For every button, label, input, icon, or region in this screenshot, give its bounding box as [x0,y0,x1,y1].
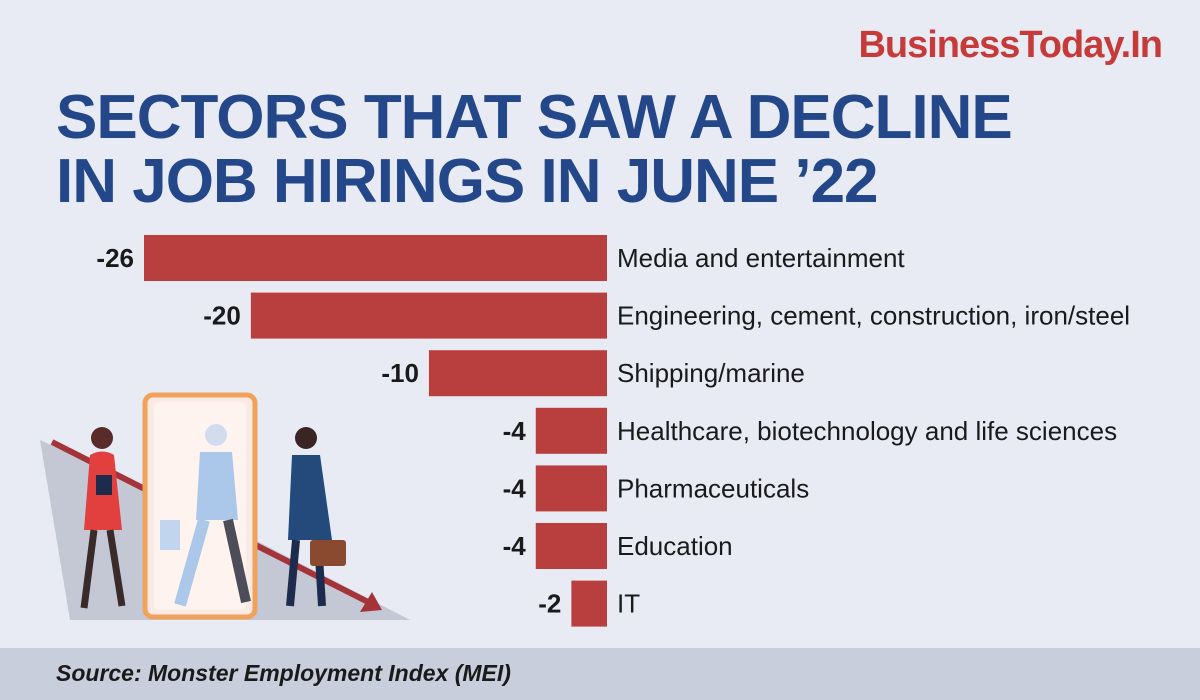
footer-bar: Source: Monster Employment Index (MEI) [0,648,1200,700]
brand-logo: BusinessToday.In [858,24,1163,66]
bar-5 [535,523,607,569]
value-label-0: -26 [96,243,134,273]
category-label-5: Education [617,531,733,561]
value-label-2: -10 [381,358,419,388]
value-label-1: -20 [203,301,241,331]
title-line-1: SECTORS THAT SAW A DECLINE [56,83,1013,152]
category-label-0: Media and entertainment [617,243,905,273]
value-label-5: -4 [503,531,527,561]
value-label-6: -2 [538,589,561,619]
category-label-6: IT [617,589,640,619]
bar-4 [535,465,607,512]
bar-2 [428,350,607,397]
category-label-3: Healthcare, biotechnology and life scien… [617,416,1117,446]
category-label-4: Pharmaceuticals [617,473,809,503]
bar-1 [250,292,607,339]
bar-chart: -26 Media and entertainment -20 Engineering… [96,235,1130,627]
bar-6 [571,580,607,627]
bar-0 [144,235,607,281]
title-line-2: IN JOB HIRINGS IN JUNE ’22 [56,147,879,216]
page-title: SECTORS THAT SAW A DECLINE IN JOB HIRING… [56,83,1013,216]
bar-3 [535,407,607,454]
business-people-walking-through-door-icon [40,392,410,620]
category-label-2: Shipping/marine [617,358,805,388]
category-label-1: Engineering, cement, construction, iron/… [617,301,1130,331]
source-note: Source: Monster Employment Index (MEI) [56,660,511,686]
value-label-3: -4 [503,416,527,446]
value-label-4: -4 [503,473,527,503]
